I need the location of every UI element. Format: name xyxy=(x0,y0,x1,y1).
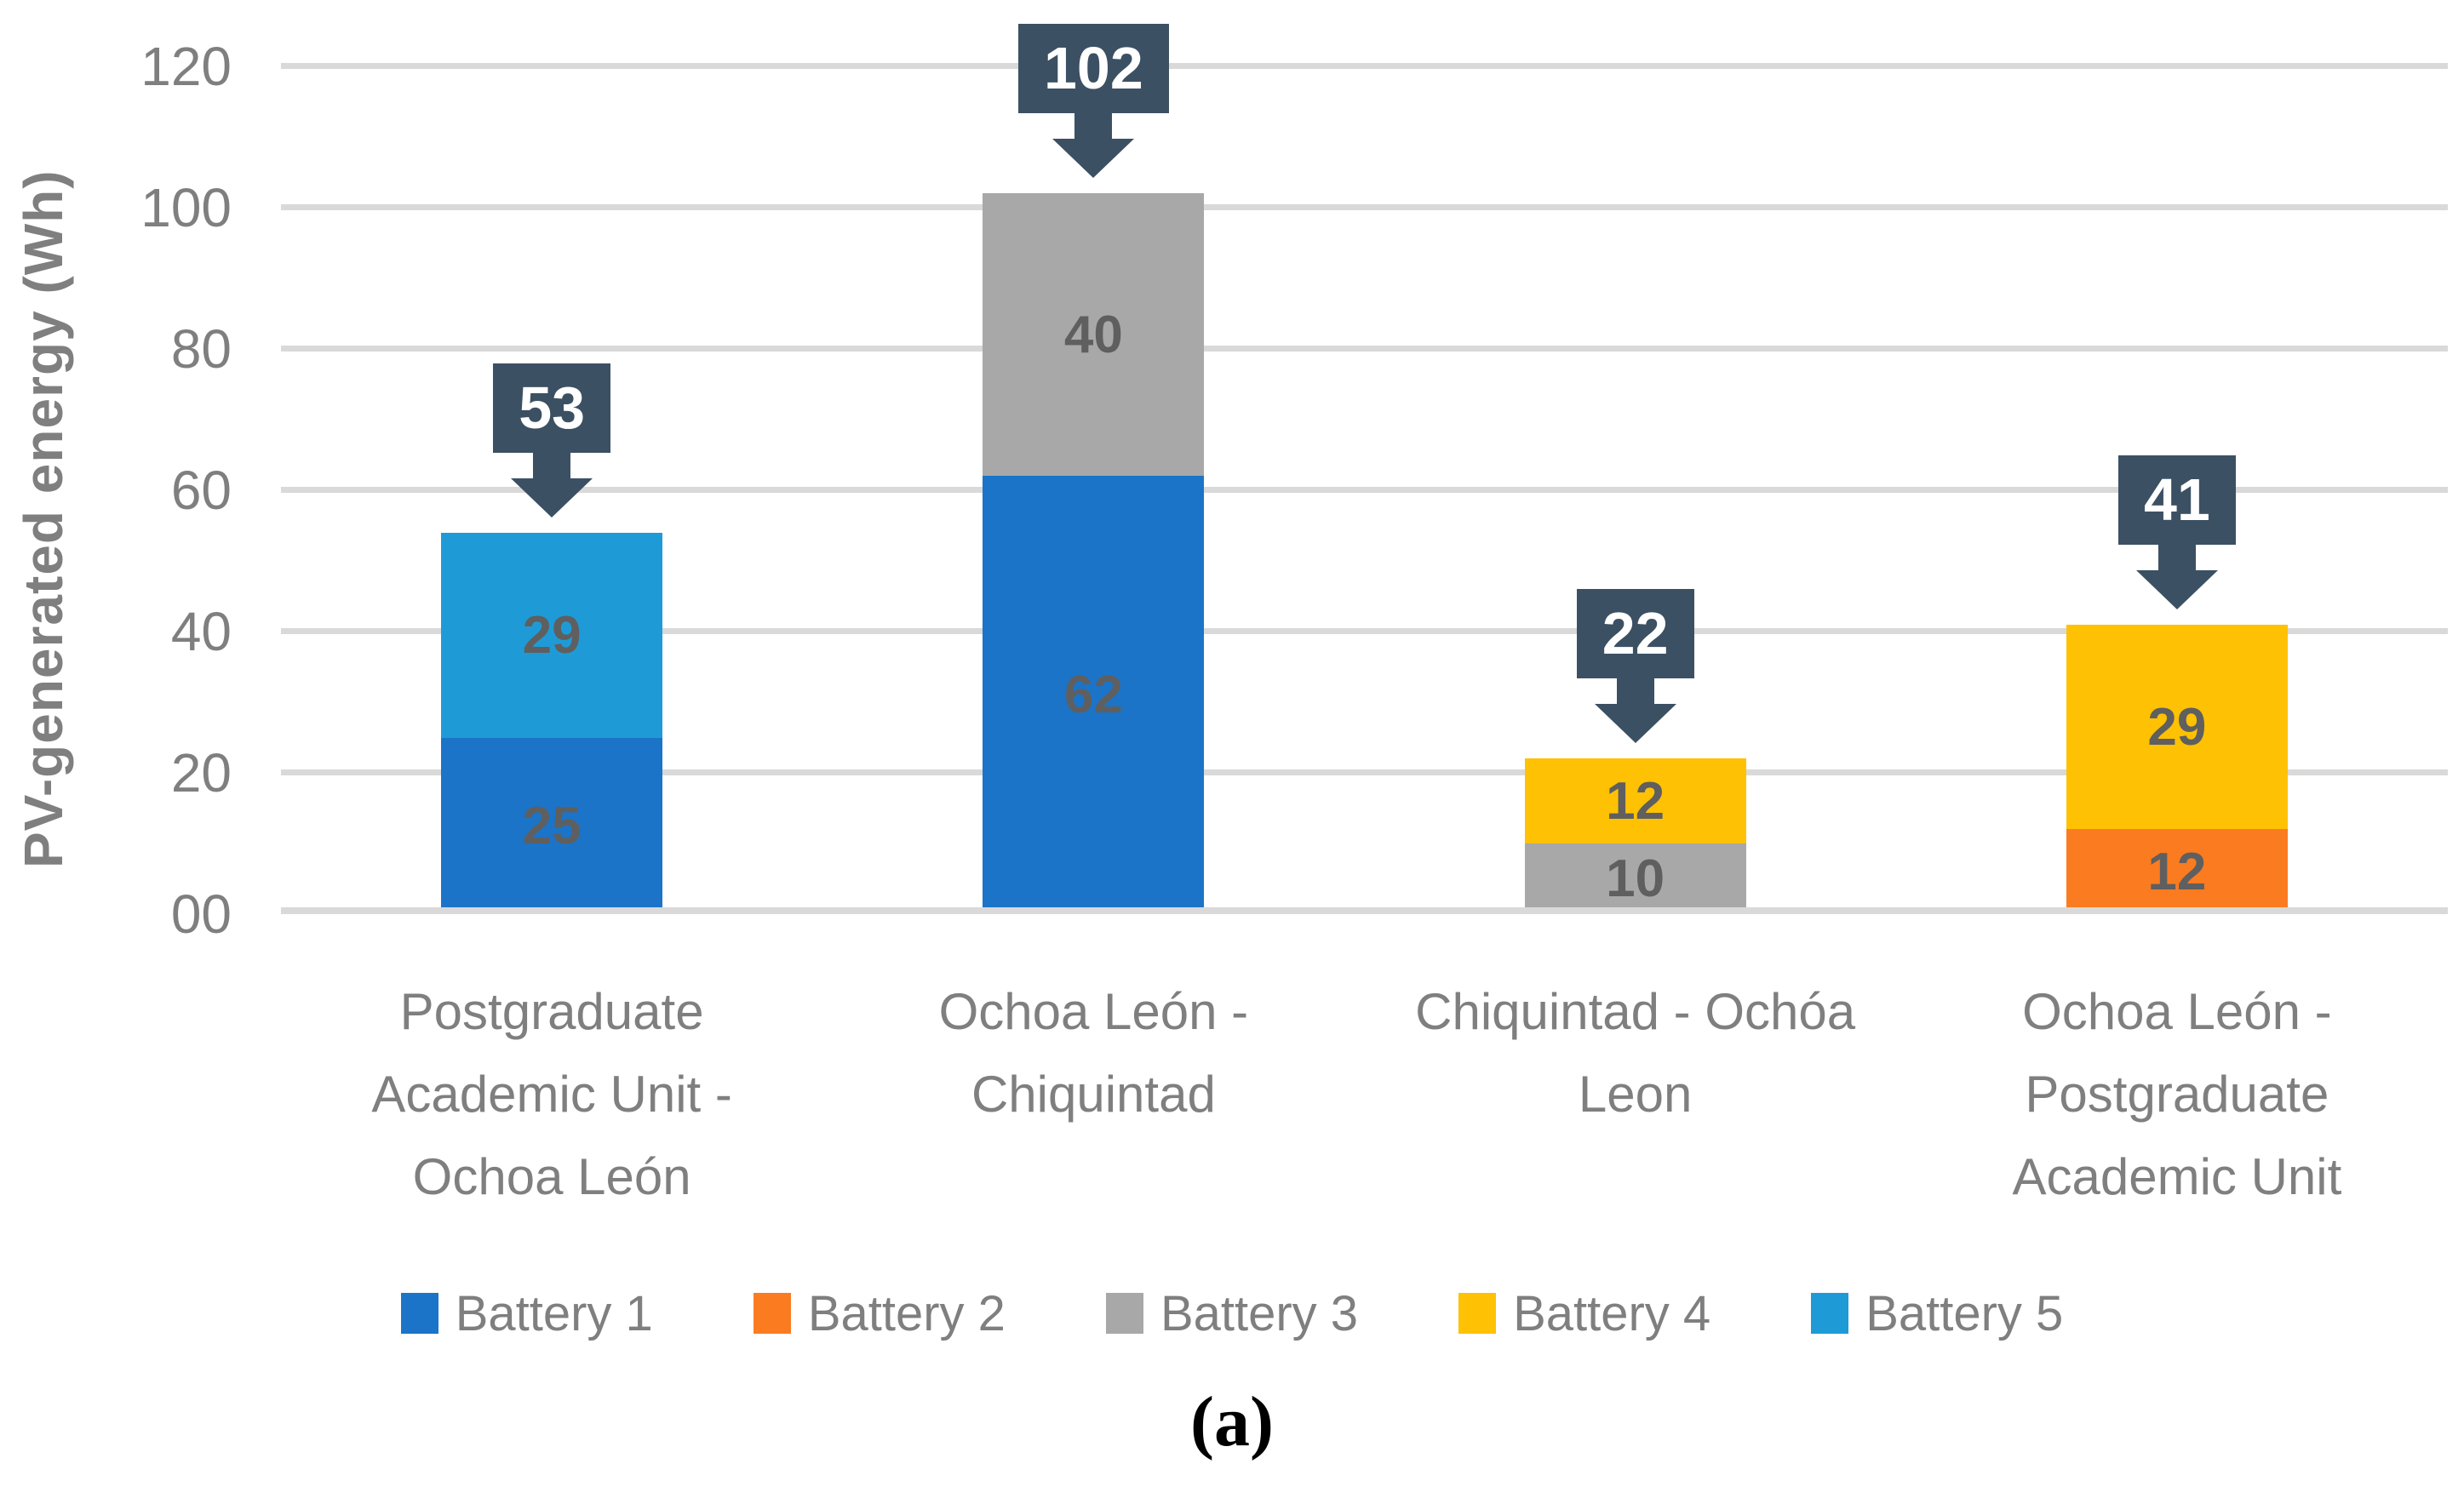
segment-value-label: 40 xyxy=(1063,305,1123,364)
down-arrow-icon xyxy=(1052,139,1135,179)
x-axis-label-line: Postgraduate xyxy=(2025,1066,2329,1123)
bar-segment-battery-5: 29 xyxy=(441,532,663,738)
legend: Battery 1 Battery 2 Battery 3 Battery 4 Batt… xyxy=(0,1275,2464,1352)
bar-column: 10 12 xyxy=(1524,758,1746,914)
gridline xyxy=(281,63,2448,69)
x-axis-label-line: Chiquintad - Ochóa xyxy=(1415,983,1856,1040)
legend-item-battery-3: Battery 3 xyxy=(1105,1285,1359,1342)
y-tick-label: 80 xyxy=(170,318,232,380)
x-axis-label: Postgraduate Academic Unit - Ochoa León xyxy=(281,970,822,1218)
legend-item-battery-2: Battery 2 xyxy=(753,1285,1006,1342)
legend-swatch-icon xyxy=(753,1293,791,1334)
x-axis-labels: Postgraduate Academic Unit - Ochoa León Och… xyxy=(281,970,2448,1234)
gridline xyxy=(281,487,2448,493)
x-axis-label-line: Chiquintad xyxy=(971,1066,1216,1123)
legend-label: Battery 1 xyxy=(455,1285,653,1341)
gridline xyxy=(281,346,2448,352)
total-callout: 53 xyxy=(364,363,739,517)
legend-item-battery-4: Battery 4 xyxy=(1458,1285,1710,1342)
bar-segment-battery-1: 25 xyxy=(441,737,663,914)
callout-value: 102 xyxy=(1017,24,1169,114)
gridline xyxy=(281,769,2448,775)
down-arrow-icon xyxy=(511,477,593,517)
x-axis-label-line: Ochoa León xyxy=(412,1148,691,1205)
x-axis-baseline xyxy=(281,907,2448,914)
plot-area: 25 29 53 62 40 102 10 12 22 12 29 41 xyxy=(281,0,2448,914)
x-axis-label-line: Academic Unit xyxy=(2012,1148,2342,1205)
down-arrow-icon xyxy=(1594,704,1676,744)
gridline xyxy=(281,204,2448,210)
callout-value: 41 xyxy=(2117,455,2236,545)
y-tick-label: 100 xyxy=(140,177,232,238)
bar-column: 25 29 xyxy=(441,532,663,914)
legend-item-battery-1: Battery 1 xyxy=(400,1285,653,1342)
segment-value-label: 29 xyxy=(522,605,582,665)
segment-value-label: 12 xyxy=(2147,842,2207,901)
legend-label: Battery 3 xyxy=(1160,1285,1359,1341)
x-axis-label-line: Postgraduate xyxy=(399,983,704,1040)
bar-segment-battery-1: 62 xyxy=(983,476,1205,914)
callout-arrow-stem xyxy=(1074,113,1113,140)
x-axis-label-line: Ochoa León - xyxy=(938,983,1249,1040)
y-axis-tick-labels: 00 20 40 60 80 100 120 xyxy=(0,0,232,945)
segment-value-label: 25 xyxy=(522,796,582,855)
legend-label: Battery 5 xyxy=(1865,1285,2064,1341)
bar-column: 12 29 xyxy=(2066,624,2288,914)
total-callout: 102 xyxy=(906,24,1281,179)
segment-value-label: 12 xyxy=(1606,771,1665,831)
y-tick-label: 120 xyxy=(140,36,232,97)
down-arrow-icon xyxy=(2135,569,2218,609)
bar-segment-battery-3: 40 xyxy=(983,193,1205,477)
legend-swatch-icon xyxy=(1105,1293,1143,1334)
bar-column: 62 40 xyxy=(983,193,1205,914)
callout-arrow-stem xyxy=(1616,678,1654,705)
x-axis-label: Chiquintad - Ochóa Leon xyxy=(1365,970,1906,1135)
x-axis-label-line: Leon xyxy=(1578,1066,1693,1123)
y-tick-label: 40 xyxy=(170,601,232,662)
bar-segment-battery-4: 29 xyxy=(2066,624,2288,830)
total-callout: 41 xyxy=(1990,455,2364,609)
bar-segment-battery-2: 12 xyxy=(2066,829,2288,914)
bar-segment-battery-4: 12 xyxy=(1524,758,1746,843)
legend-swatch-icon xyxy=(400,1293,438,1334)
legend-label: Battery 4 xyxy=(1513,1285,1711,1341)
x-axis-label: Ochoa León - Chiquintad xyxy=(822,970,1364,1135)
callout-value: 53 xyxy=(493,363,611,453)
callout-arrow-stem xyxy=(2157,544,2196,570)
y-tick-label: 60 xyxy=(170,460,232,521)
total-callout: 22 xyxy=(1448,589,1823,744)
x-axis-label: Ochoa León - Postgraduate Academic Unit xyxy=(1906,970,2448,1218)
callout-value: 22 xyxy=(1576,589,1694,679)
x-axis-label-line: Ochoa León - xyxy=(2022,983,2332,1040)
legend-label: Battery 2 xyxy=(807,1285,1006,1341)
gridline xyxy=(281,628,2448,634)
y-tick-label: 20 xyxy=(170,742,232,803)
figure-caption: (a) xyxy=(1190,1382,1274,1461)
callout-arrow-stem xyxy=(533,452,571,478)
segment-value-label: 29 xyxy=(2147,697,2207,757)
segment-value-label: 62 xyxy=(1063,666,1123,725)
bar-segment-battery-3: 10 xyxy=(1524,843,1746,914)
legend-item-battery-5: Battery 5 xyxy=(1811,1285,2063,1342)
segment-value-label: 10 xyxy=(1606,849,1665,908)
legend-swatch-icon xyxy=(1811,1293,1849,1334)
legend-swatch-icon xyxy=(1458,1293,1497,1334)
y-tick-label: 00 xyxy=(170,883,232,945)
x-axis-label-line: Academic Unit - xyxy=(371,1066,732,1123)
